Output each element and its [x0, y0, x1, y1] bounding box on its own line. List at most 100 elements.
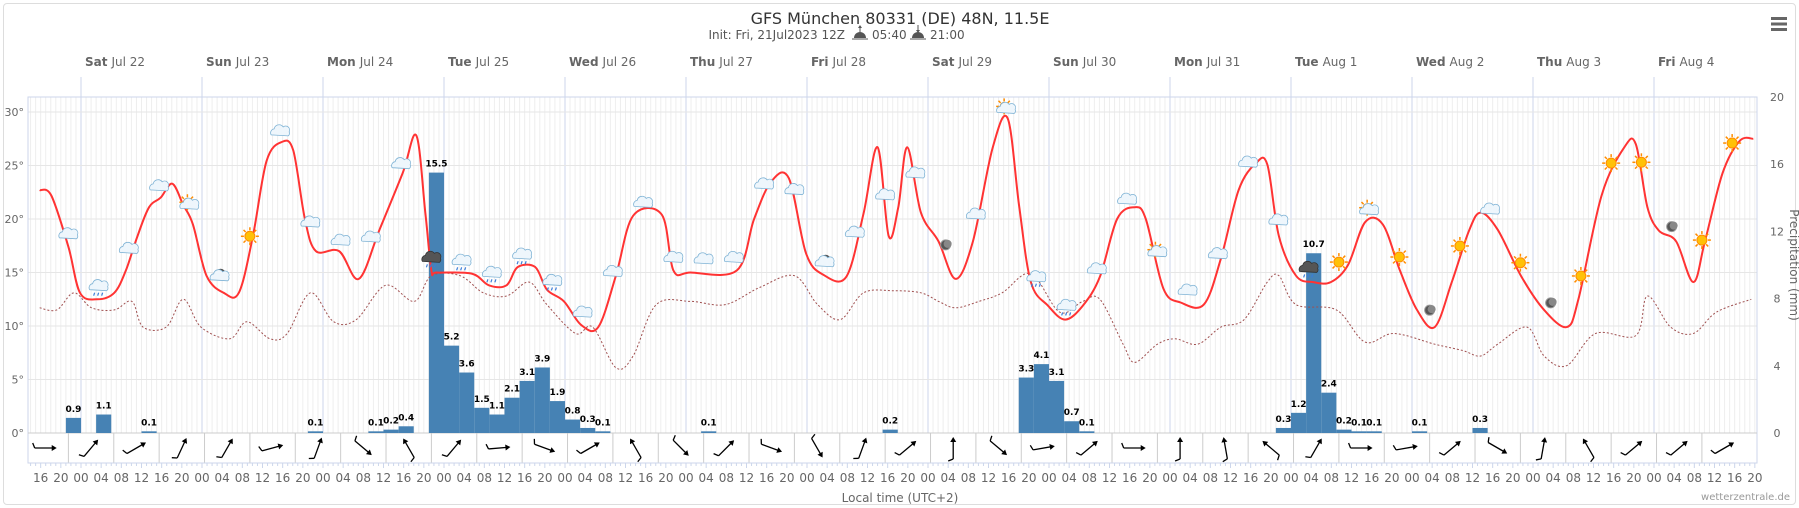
cloud-icon [270, 124, 290, 137]
precipitation-bar-label: 3.3 [1018, 365, 1034, 375]
cloud-shape [663, 250, 684, 263]
precipitation-bar-label: 0.1 [1366, 418, 1382, 428]
precipitation-bar [474, 407, 490, 433]
day-date: Jul 31 [1206, 55, 1241, 69]
cloud-shape [905, 166, 926, 179]
rain-drop [433, 264, 436, 268]
cloud-shape [1147, 245, 1168, 258]
wind-arrow-icon [894, 440, 917, 456]
hour-label: 12 [981, 471, 996, 485]
hour-label: 00 [1646, 471, 1661, 485]
cloud-icon [1238, 155, 1258, 168]
precipitation-bar [1291, 412, 1307, 433]
precipitation-bar-label: 3.1 [519, 368, 535, 378]
wind-barb [258, 446, 263, 452]
wind-arrow-head [776, 447, 783, 453]
cloud-shape [1056, 298, 1077, 311]
day-date: Jul 23 [235, 55, 270, 69]
hour-label: 04 [1425, 471, 1440, 485]
wind-barb [216, 456, 222, 459]
wind-arrow-head [51, 445, 57, 451]
rain-icon [451, 253, 472, 271]
sun-disc [1635, 156, 1647, 168]
thunder-icon [1298, 260, 1319, 278]
cloud-shape [1268, 213, 1289, 226]
wind-arrow-head [1262, 440, 1269, 447]
precipitation-bar-label: 1.2 [1291, 400, 1307, 410]
sun-icon [1723, 134, 1742, 153]
cloud-shape [481, 265, 502, 278]
rain-drop [550, 287, 553, 291]
series-lines [39, 115, 1754, 370]
sun-ray [1695, 243, 1699, 247]
hour-label: 00 [315, 471, 330, 485]
precipitation-bar [489, 414, 505, 433]
wind-barb [1276, 454, 1280, 461]
wind-arrow-shaft [221, 439, 233, 458]
wind-arrow-head [1092, 440, 1098, 447]
rain-drop [516, 260, 519, 265]
hour-label: 20 [1747, 471, 1762, 485]
wind-arrow-icon [354, 435, 372, 456]
cloud-shape [391, 157, 411, 170]
moon-shade [1669, 221, 1678, 230]
sun-disc [1696, 234, 1708, 246]
cloud-shape [784, 183, 805, 195]
sun-ray [1705, 243, 1709, 247]
thunder-icon [421, 250, 442, 268]
y-right-tick-label: 8 [1774, 293, 1781, 306]
sun-cloud-icon [179, 194, 200, 211]
wind-barb [989, 435, 993, 442]
day-date: Jul 26 [602, 55, 637, 69]
sun-ray [1604, 156, 1608, 160]
wind-arrow-icon [1535, 437, 1548, 461]
rain-drop [1303, 274, 1306, 278]
wind-barb [122, 449, 128, 455]
wind-arrow-icon [122, 442, 146, 455]
precipitation-bar-label: 0.1 [1079, 418, 1095, 428]
moon-icon [1424, 304, 1436, 316]
hour-label: 20 [1263, 471, 1278, 485]
sun-ray [1149, 243, 1153, 247]
sun-ray [1513, 266, 1517, 270]
hour-label: 12 [1102, 471, 1117, 485]
wind-arrow-icon [533, 438, 556, 453]
hour-label: 16 [1727, 471, 1742, 485]
sun-ray [1524, 266, 1528, 270]
rain-drop [460, 267, 463, 271]
wind-arrow-icon [1121, 442, 1146, 451]
wind-barb [354, 435, 358, 442]
wind-arrow-icon [947, 437, 957, 462]
sun-ray [181, 196, 185, 200]
hour-label: 04 [1183, 471, 1198, 485]
wind-arrow-head [861, 437, 868, 444]
wind-arrow-icon [1582, 438, 1595, 463]
weather-icons [58, 98, 1742, 318]
menu-icon[interactable] [1771, 17, 1787, 31]
precipitation-bar-label: 0.4 [398, 413, 414, 423]
wind-arrow-shaft [858, 439, 867, 459]
day-header: Sat Jul 22 Sun Jul 23 Mon Jul 24 Tue Jul 25 Wed J… [80, 55, 1714, 97]
rain-drop [1065, 312, 1068, 316]
wind-arrow-head [549, 447, 556, 453]
day-weekday: Thu [690, 55, 715, 69]
cloud-shape [723, 250, 744, 263]
precipitation-bar-label: 15.5 [425, 160, 447, 170]
sun-ray [1614, 166, 1619, 171]
hour-label: 12 [134, 471, 149, 485]
cloud-icon [58, 227, 79, 240]
wind-arrow-head [1681, 440, 1688, 447]
sun-disc [1726, 137, 1738, 149]
hour-label: 16 [759, 471, 774, 485]
wind-arrow-icon [78, 439, 99, 458]
cloud-shape [844, 225, 865, 238]
wind-arrow-shaft [811, 438, 823, 457]
sun-ray [1513, 255, 1517, 259]
wind-arrow-icon [1221, 437, 1229, 463]
wind-arrow-shaft [1310, 439, 1322, 458]
sun-ray [253, 239, 257, 244]
hour-label: 08 [1324, 471, 1339, 485]
wind-arrow-shaft [989, 440, 1006, 455]
precipitation-bar [1306, 253, 1322, 433]
wind-arrow-shaft [1443, 441, 1460, 456]
